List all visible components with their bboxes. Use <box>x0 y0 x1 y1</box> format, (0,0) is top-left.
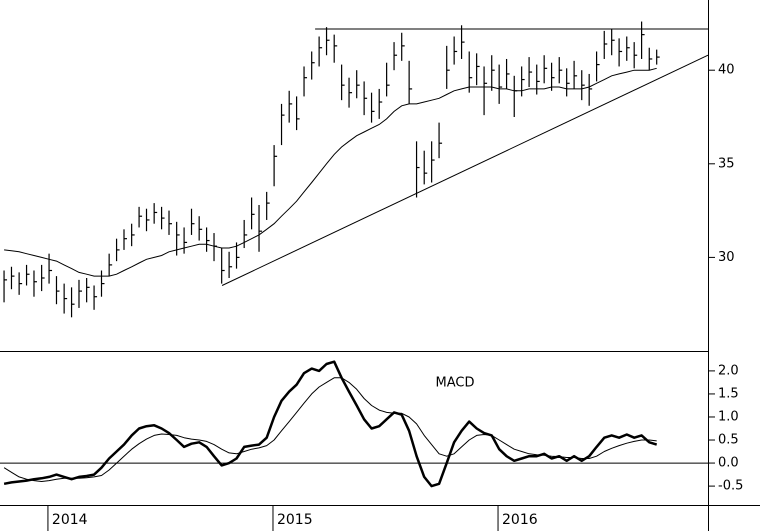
y-tick-label: 35 <box>718 156 735 171</box>
y-tick-label: 0.5 <box>718 433 739 448</box>
y-tick-label: -0.5 <box>718 479 743 494</box>
moving-average <box>4 67 657 277</box>
y-tick-label: 1.0 <box>718 409 739 424</box>
x-tick-label: 2016 <box>502 512 538 528</box>
trendline <box>221 54 709 286</box>
indicator-line <box>3 377 657 482</box>
x-tick-label: 2015 <box>277 512 313 528</box>
x-tick-label: 2014 <box>52 512 88 528</box>
y-tick-label: 30 <box>718 250 735 265</box>
y-tick-label: 2.0 <box>718 363 739 378</box>
y-tick-label: 1.5 <box>718 386 739 401</box>
y-tick-label: 0.0 <box>718 456 739 471</box>
y-tick-label: 40 <box>718 63 735 78</box>
indicator-label: MACD <box>436 376 475 391</box>
